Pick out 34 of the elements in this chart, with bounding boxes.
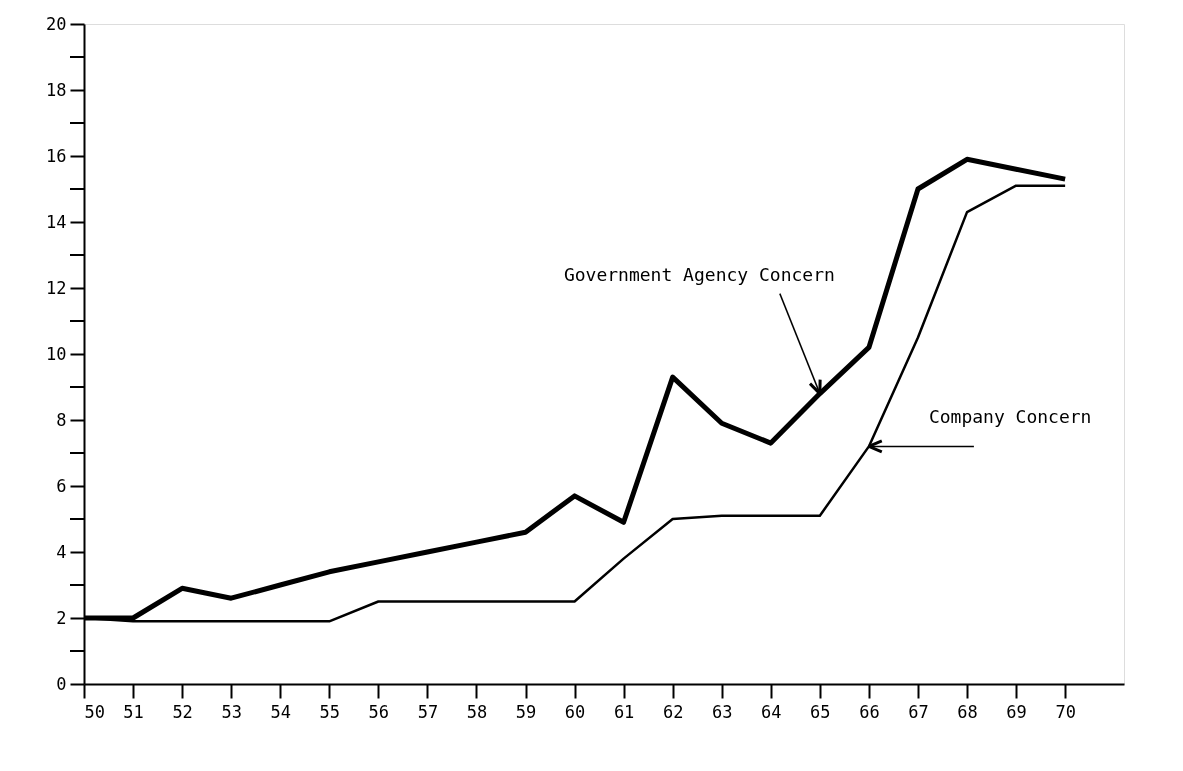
y-tick-label: 12 [46, 277, 67, 298]
x-tick-label: 70 [1055, 701, 1076, 722]
y-tick-label: 10 [46, 343, 67, 364]
x-tick-label: 67 [908, 701, 929, 722]
x-tick-label: 64 [761, 701, 782, 722]
x-tick-label: 55 [319, 701, 341, 722]
x-tick-label: 69 [1006, 701, 1027, 722]
x-tick-label: 57 [417, 701, 439, 722]
y-tick-label: 6 [56, 475, 67, 496]
y-tick-label: 18 [46, 79, 67, 100]
x-tick-label: 52 [172, 701, 193, 722]
x-tick-label: 61 [613, 701, 635, 722]
x-tick-label: 53 [221, 701, 242, 722]
x-tick-label: 58 [466, 701, 488, 722]
x-tick-label: 56 [368, 701, 390, 722]
x-tick-label: 54 [270, 701, 291, 722]
x-tick-label: 59 [515, 701, 537, 722]
x-tick-label: 62 [662, 701, 684, 722]
y-tick-label: 8 [56, 409, 67, 430]
x-tick-label: 65 [810, 701, 831, 722]
x-tick-label: 68 [957, 701, 978, 722]
y-tick-label: 0 [56, 673, 67, 694]
x-tick-label: 60 [564, 701, 586, 722]
text: Government Agency Concern [563, 263, 835, 285]
x-tick-label: 63 [711, 701, 733, 722]
y-tick-label: 14 [46, 211, 67, 232]
y-tick-label: 2 [56, 607, 67, 628]
x-tick-label: 66 [859, 701, 880, 722]
y-tick-label: 20 [46, 13, 67, 34]
x-tick-label: 50 [84, 701, 105, 722]
text: Company Concern [928, 406, 1092, 428]
x-tick-label: 51 [123, 701, 144, 722]
y-tick-label: 16 [46, 145, 67, 166]
y-tick-label: 4 [56, 541, 67, 562]
